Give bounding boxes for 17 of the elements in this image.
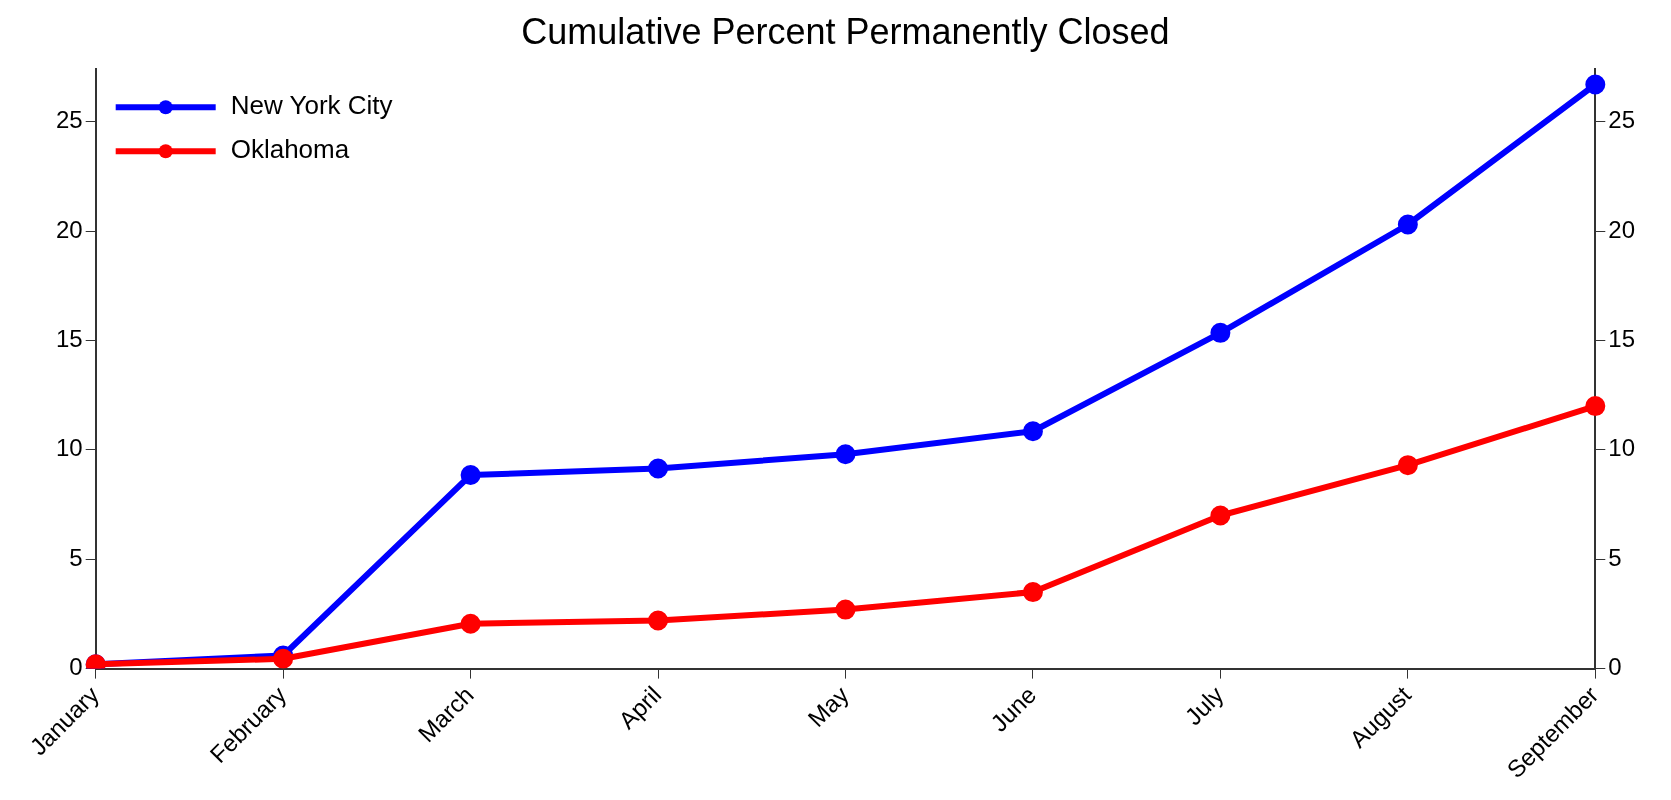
legend-label: New York City	[230, 90, 393, 121]
legend-label: Oklahoma	[230, 134, 350, 165]
x-tick-label: May	[802, 680, 854, 733]
chart-title: Cumulative Percent Permanently Closed	[521, 10, 1170, 52]
y2-tick-label: 25	[1608, 106, 1636, 134]
y2-tick-label: 0	[1608, 653, 1622, 681]
y2-tick-label: 15	[1608, 325, 1636, 353]
y2-tick-label: 5	[1608, 543, 1622, 571]
y-tick-label: 10	[55, 434, 83, 462]
y-tick-label: 15	[55, 325, 83, 353]
x-tick-label: July	[1179, 680, 1229, 731]
y-tick-label: 5	[69, 543, 83, 571]
y-tick-label: 0	[69, 653, 83, 681]
y2-tick-label: 10	[1608, 434, 1636, 462]
y-tick-label: 25	[55, 106, 83, 134]
y-tick-label: 20	[55, 215, 83, 243]
y2-tick-label: 20	[1608, 215, 1636, 243]
